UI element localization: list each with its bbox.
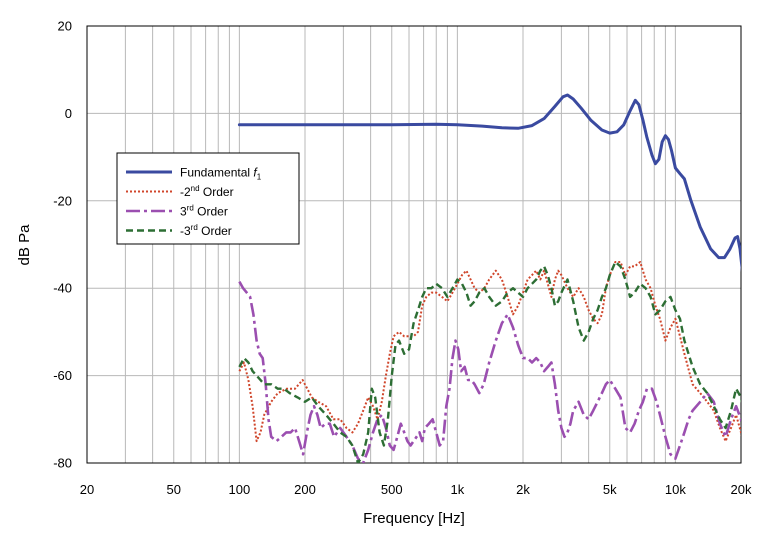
x-tick-label: 20k — [731, 482, 752, 497]
plot-frame — [86, 25, 742, 464]
x-tick-label: 500 — [381, 482, 403, 497]
legend-label: -2nd Order — [180, 184, 234, 199]
y-tick-label: 0 — [65, 106, 72, 121]
legend-label: Fundamental f1 — [180, 166, 262, 182]
y-tick-label: -80 — [53, 456, 72, 471]
y-tick-label: -60 — [53, 368, 72, 383]
legend-label: -3rd Order — [180, 223, 232, 238]
y-tick-label: -40 — [53, 281, 72, 296]
x-axis-ticks: 20 50 100 200 500 1k 2k 5k 10k 20k — [80, 482, 752, 497]
series-line-fundamental — [237, 93, 741, 273]
series-line-minus-3rd-order — [238, 260, 741, 463]
x-tick-label: 5k — [603, 482, 617, 497]
x-axis-title: Frequency [Hz] — [363, 510, 465, 527]
series-group — [237, 93, 741, 463]
x-tick-label: 50 — [167, 482, 181, 497]
legend-label: 3rd Order — [180, 204, 228, 219]
series-line-3rd-order — [238, 280, 741, 463]
x-tick-label: 20 — [80, 482, 94, 497]
x-tick-label: 2k — [516, 482, 530, 497]
x-tick-label: 200 — [294, 482, 316, 497]
y-axis-title: dB Pa — [16, 224, 33, 266]
series-line-minus-2nd-order — [238, 261, 741, 443]
y-tick-label: -20 — [53, 193, 72, 208]
y-tick-label: 20 — [58, 19, 72, 34]
y-axis-ticks: 20 0 -20 -40 -60 -80 — [53, 19, 72, 471]
x-tick-label: 100 — [229, 482, 251, 497]
x-tick-label: 1k — [451, 482, 465, 497]
legend-box — [116, 152, 300, 245]
legend: Fundamental f1 -2nd Order 3rd Order -3rd O… — [116, 152, 300, 245]
x-tick-label: 10k — [665, 482, 686, 497]
